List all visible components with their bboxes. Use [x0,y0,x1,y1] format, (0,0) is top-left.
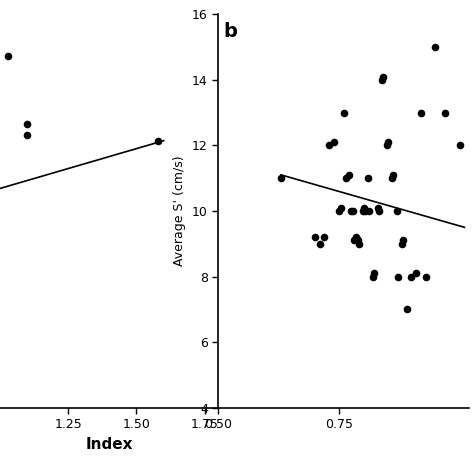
Point [364,174,372,182]
Point [360,204,368,211]
Point [335,207,343,215]
Y-axis label: Average S' (cm/s): Average S' (cm/s) [173,155,186,266]
Point [388,174,396,182]
Point [24,120,31,128]
Point [370,269,377,277]
Point [456,142,464,149]
X-axis label: Index: Index [85,437,133,452]
Point [393,207,401,215]
Point [350,207,357,215]
Point [311,233,319,241]
Point [342,174,350,182]
Point [422,273,429,280]
Point [383,142,391,149]
Point [403,306,410,313]
Point [399,237,406,244]
Point [361,207,369,215]
Point [345,171,352,179]
Point [347,207,355,215]
Point [369,273,376,280]
Point [389,171,397,179]
Point [4,53,12,60]
Point [24,131,31,139]
Point [432,43,439,51]
Point [356,240,363,247]
Point [384,138,392,146]
Point [359,207,367,215]
Point [379,76,386,83]
Text: b: b [223,22,237,41]
Point [398,240,405,247]
Point [155,137,162,145]
Point [375,207,383,215]
Point [316,240,323,247]
Point [337,204,345,211]
Point [374,204,382,211]
Point [326,142,333,149]
Point [441,109,449,117]
Point [365,207,373,215]
Point [340,109,347,117]
Point [417,109,425,117]
Point [394,273,401,280]
Point [352,233,360,241]
Point [320,233,328,241]
Point [351,237,358,244]
Point [330,138,338,146]
Point [277,174,285,182]
Point [412,269,420,277]
Point [355,237,362,244]
Point [408,273,415,280]
Point [380,73,387,80]
